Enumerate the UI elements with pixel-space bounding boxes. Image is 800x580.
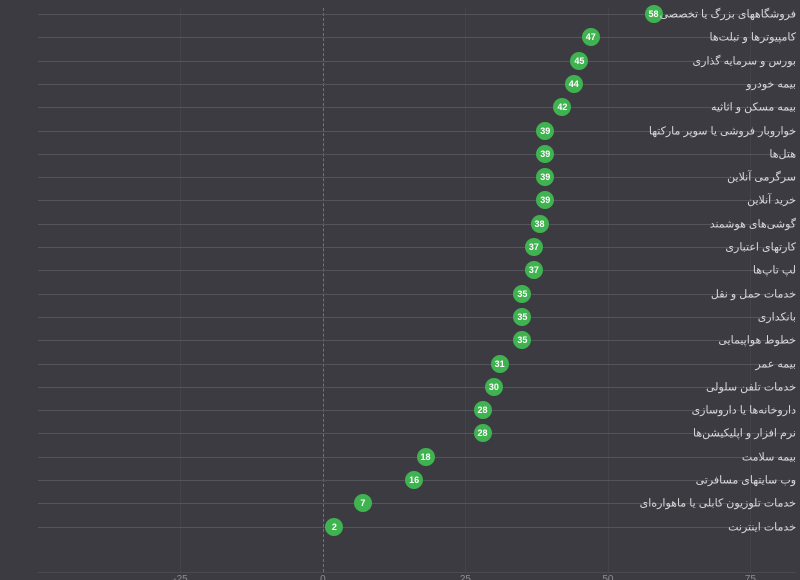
row-label: خدمات تلفن سلولی — [706, 380, 796, 393]
x-axis-line — [38, 572, 796, 573]
row-guide-line — [38, 270, 796, 271]
nps-lollipop-chart: -25025507558فروشگاههای بزرگ یا تخصصی47کا… — [0, 0, 800, 580]
value-marker: 39 — [536, 122, 554, 140]
row-label: خواروبار فروشی یا سوپر مارکتها — [649, 124, 796, 137]
row-guide-line — [38, 364, 796, 365]
row-guide-line — [38, 224, 796, 225]
x-axis-tick: -25 — [173, 574, 187, 580]
grid-line — [608, 8, 609, 572]
row-guide-line — [38, 317, 796, 318]
value-marker: 38 — [531, 215, 549, 233]
row-label: خرید آنلاین — [747, 194, 796, 207]
x-axis-tick: 25 — [460, 574, 471, 580]
row-guide-line — [38, 61, 796, 62]
row-guide-line — [38, 154, 796, 155]
row-label: کامپیوترها و تبلت‌ها — [710, 31, 797, 44]
row-label: لپ تاپ‌ها — [753, 264, 796, 277]
value-marker: 7 — [354, 494, 372, 512]
value-marker: 35 — [513, 308, 531, 326]
value-marker: 39 — [536, 191, 554, 209]
value-marker: 47 — [582, 28, 600, 46]
row-guide-line — [38, 433, 796, 434]
row-label: بیمه مسکن و اثاثیه — [711, 101, 796, 114]
row-label: سرگرمی آنلاین — [727, 171, 796, 184]
row-label: هتل‌ها — [769, 147, 796, 160]
row-guide-line — [38, 37, 796, 38]
row-guide-line — [38, 294, 796, 295]
value-marker: 31 — [491, 355, 509, 373]
row-label: خدمات حمل و نقل — [711, 287, 796, 300]
row-label: بانکداری — [758, 310, 796, 323]
row-label: بورس و سرمایه گذاری — [693, 54, 796, 67]
row-guide-line — [38, 247, 796, 248]
row-label: بیمه عمر — [755, 357, 796, 370]
value-marker: 28 — [474, 424, 492, 442]
value-marker: 35 — [513, 331, 531, 349]
value-marker: 35 — [513, 285, 531, 303]
value-marker: 44 — [565, 75, 583, 93]
grid-line — [465, 8, 466, 572]
row-label: خدمات اینترنت — [728, 520, 796, 533]
row-label: گوشی‌های هوشمند — [710, 217, 796, 230]
row-guide-line — [38, 200, 796, 201]
value-marker: 28 — [474, 401, 492, 419]
row-label: خدمات تلوزیون کابلی یا ماهواره‌ای — [640, 497, 796, 510]
value-marker: 16 — [405, 471, 423, 489]
value-marker: 37 — [525, 261, 543, 279]
row-guide-line — [38, 84, 796, 85]
row-guide-line — [38, 177, 796, 178]
grid-line — [180, 8, 181, 572]
value-marker: 42 — [553, 98, 571, 116]
plot-area: -25025507558فروشگاههای بزرگ یا تخصصی47کا… — [0, 0, 800, 580]
value-marker: 18 — [417, 448, 435, 466]
x-axis-tick: 50 — [602, 574, 613, 580]
value-marker: 30 — [485, 378, 503, 396]
x-axis-tick: 75 — [745, 574, 756, 580]
row-label: نرم افزار و اپلیکیشن‌ها — [693, 427, 796, 440]
row-guide-line — [38, 340, 796, 341]
x-axis-tick: 0 — [320, 574, 326, 580]
row-label: خطوط هواپیمایی — [718, 334, 796, 347]
row-label: بیمه خودرو — [746, 77, 796, 90]
row-label: وب سایتهای مسافرتی — [696, 474, 796, 487]
value-marker: 45 — [570, 52, 588, 70]
value-marker: 37 — [525, 238, 543, 256]
row-label: داروخانه‌ها یا داروسازی — [692, 404, 796, 417]
row-guide-line — [38, 107, 796, 108]
value-marker: 39 — [536, 145, 554, 163]
row-label: بیمه سلامت — [742, 450, 796, 463]
grid-baseline — [323, 8, 324, 572]
row-guide-line — [38, 410, 796, 411]
row-label: فروشگاههای بزرگ یا تخصصی — [660, 8, 796, 21]
value-marker: 39 — [536, 168, 554, 186]
value-marker: 2 — [325, 518, 343, 536]
row-label: کارتهای اعتباری — [725, 241, 796, 254]
row-guide-line — [38, 527, 796, 528]
row-guide-line — [38, 387, 796, 388]
